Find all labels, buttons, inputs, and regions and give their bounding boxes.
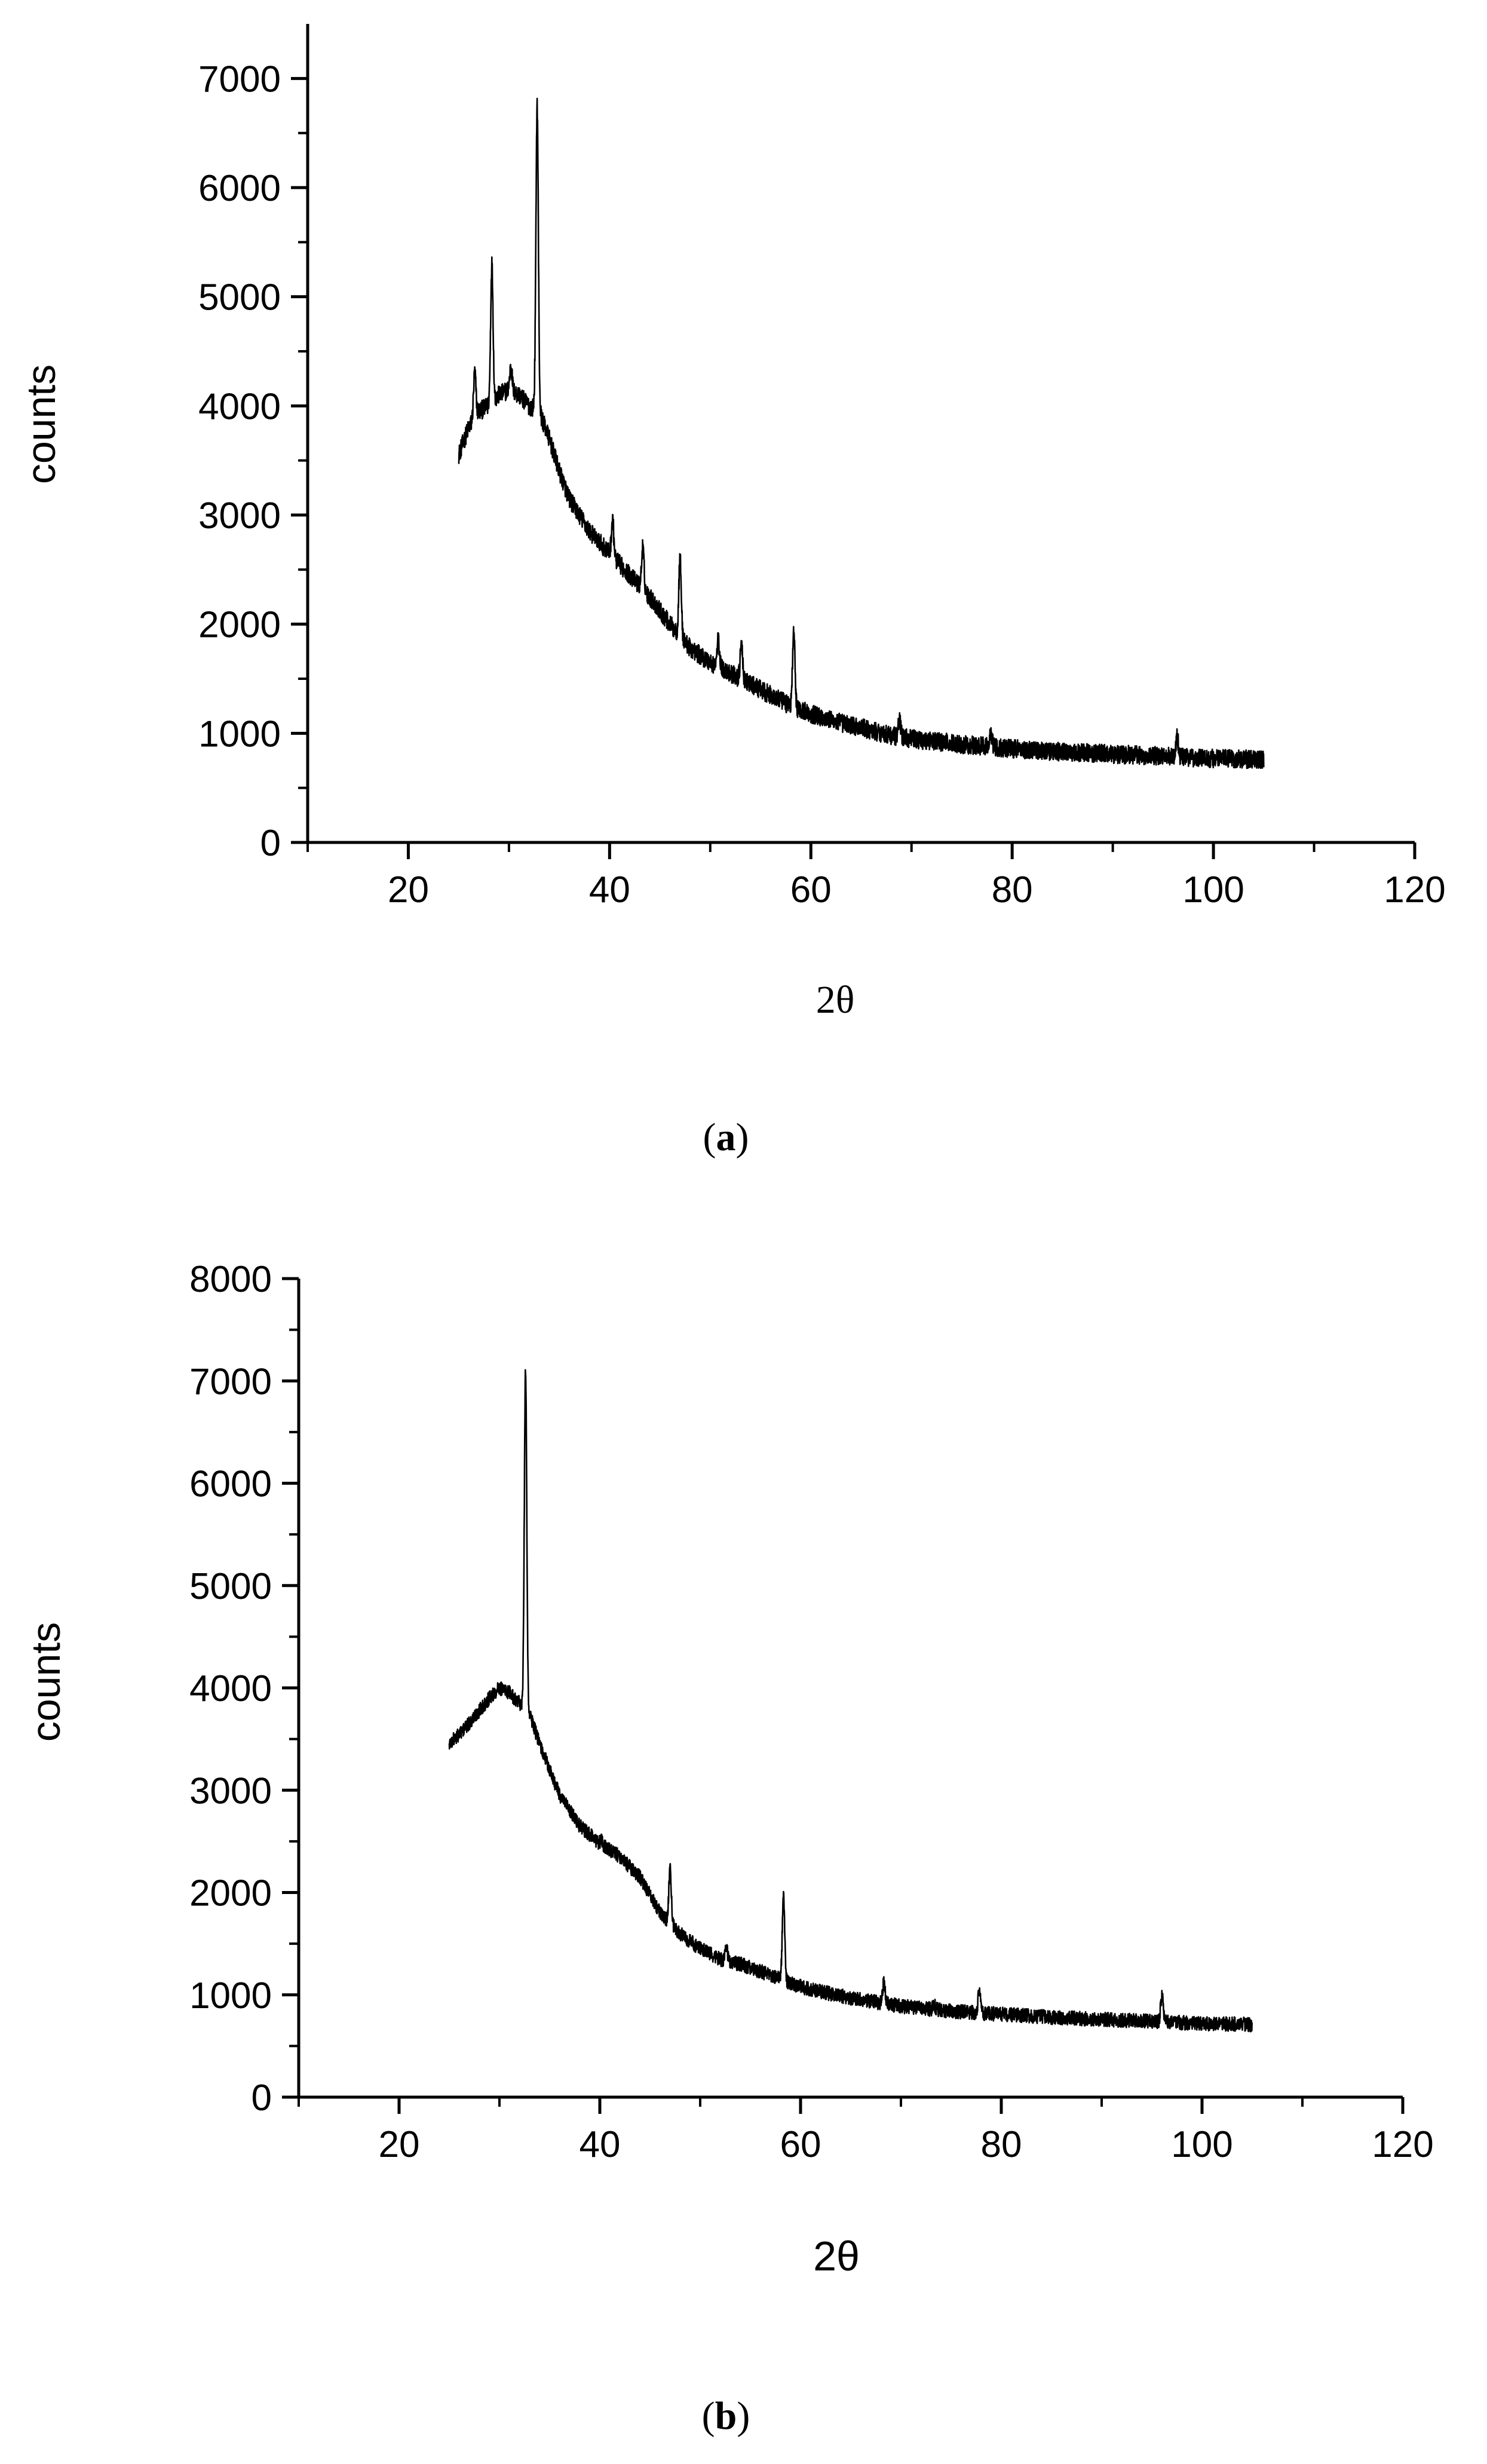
chart-panel-a: counts 2θ (a) 0 1000 2000 3000 4000 5000 6000 7… [19,24,1446,1159]
caption-letter-b: b [715,2394,737,2438]
y-tick-label-a: 6000 [198,168,281,209]
y-tick-label-b: 6000 [189,1464,272,1505]
x-tick-label-b: 60 [780,2124,821,2165]
x-tick-label-b: 120 [1372,2124,1433,2165]
x-tick-label-a: 100 [1182,869,1244,911]
y-tick-label-b: 1000 [189,1975,272,2016]
y-tick-label-b: 2000 [189,1873,272,1914]
y-tick-label-a: 3000 [198,495,281,537]
y-tick-label-a: 4000 [198,386,281,427]
y-tick-label-b: 5000 [189,1566,272,1607]
y-tick-label-b: 0 [252,2077,272,2119]
y-tick-label-b: 7000 [189,1361,272,1402]
caption-open-paren-a: ( [703,1115,716,1159]
y-tick-label-b: 8000 [189,1259,272,1300]
y-tick-label-a: 2000 [198,605,281,646]
x-tick-label-b: 100 [1171,2124,1232,2165]
x-tick-label-b: 40 [580,2124,621,2165]
caption-close-paren-a: ) [736,1115,749,1159]
x-tick-label-b: 80 [981,2124,1022,2165]
y-axis-title-b: counts [23,1622,69,1742]
diffraction-series-line-b [448,1369,1253,2033]
y-tick-label-a: 1000 [198,713,281,755]
panel-caption-a: (a) [703,1115,749,1159]
y-tick-label-a: 0 [260,823,281,864]
y-axis-title-a: counts [19,364,64,484]
caption-letter-a: a [716,1115,736,1159]
x-tick-label-a: 60 [790,869,832,911]
caption-open-paren-b: ( [702,2394,715,2438]
y-tick-label-a: 5000 [198,277,281,318]
x-tick-label-b: 20 [379,2124,420,2165]
y-tick-label-b: 4000 [189,1668,272,1709]
x-axis-title-a: 2θ [816,978,855,1022]
panel-caption-b: (b) [702,2394,750,2438]
x-tick-label-a: 80 [992,869,1033,911]
x-tick-label-a: 20 [388,869,429,911]
y-tick-label-b: 3000 [189,1770,272,1812]
caption-close-paren-b: ) [737,2394,750,2438]
x-tick-label-a: 40 [589,869,630,911]
diffraction-series-line-a [458,97,1265,770]
chart-panel-b: counts 2θ (b) 0 1000 2000 3000 4000 5000 6000 7… [23,1259,1434,2438]
y-tick-label-a: 7000 [198,59,281,100]
x-axis-title-b: 2θ [813,2233,860,2279]
x-tick-label-a: 120 [1384,869,1445,911]
